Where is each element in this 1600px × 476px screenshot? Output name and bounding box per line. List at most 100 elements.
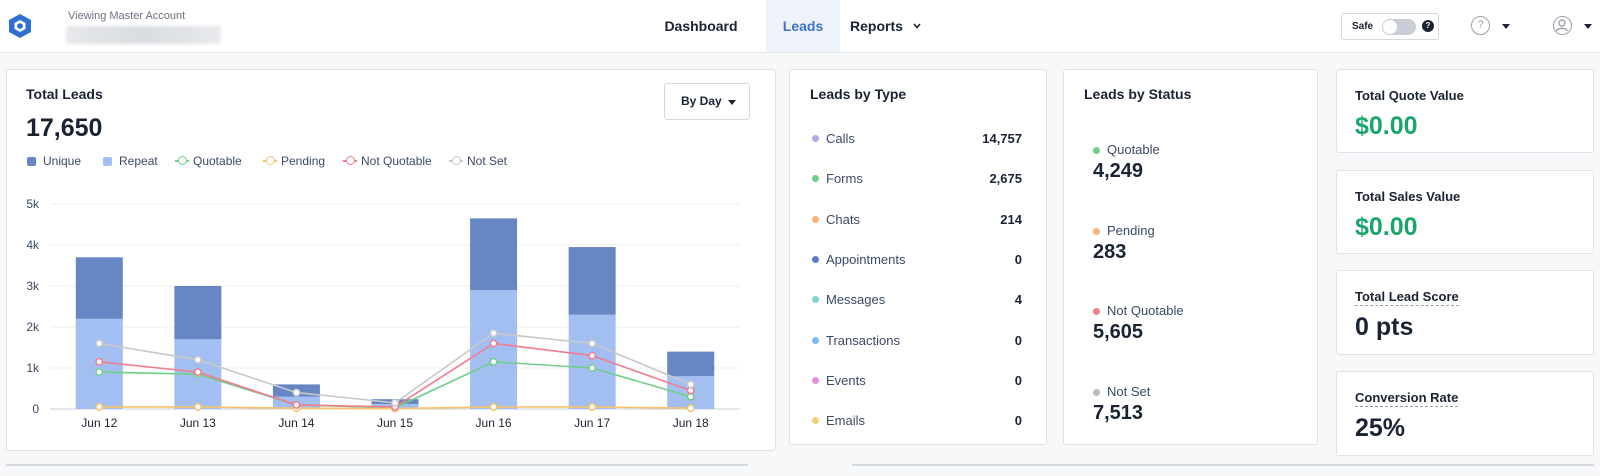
point-quotable [95,368,104,377]
user-menu-caret[interactable] [1584,24,1592,29]
lead-type-label: Appointments [826,251,906,267]
total-quote-value-card: Total Quote Value $0.00 [1336,69,1594,153]
range-select[interactable]: By Day [664,83,750,120]
lead-type-row: Calls 14,757 [808,130,1022,148]
lead-type-dot [812,255,819,263]
help-icon[interactable]: ? [1471,16,1490,35]
total-leads-title: Total Leads [26,86,103,102]
total-sales-value: $0.00 [1355,213,1418,241]
x-tick-label: Jun 13 [180,416,216,430]
lead-status-dot [1093,147,1100,154]
bar-unique [75,257,123,319]
chevron-down-icon [913,23,921,29]
lead-type-label: Chats [826,211,860,227]
lead-type-label: Messages [826,292,886,308]
legend-label: Unique [43,154,82,168]
lead-type-row: Emails 0 [808,412,1022,430]
bar-repeat [470,290,518,409]
total-lead-score-title[interactable]: Total Lead Score [1355,289,1459,306]
bar-unique [174,286,222,340]
lead-type-dot [812,417,819,425]
nav-dashboard[interactable]: Dashboard [664,18,738,34]
point-not-quotable [588,351,597,360]
safe-mode-control: Safe ? [1341,13,1439,40]
lead-type-value: 0 [1014,332,1022,348]
divider [6,464,748,466]
lead-type-row: Events 0 [808,372,1022,390]
legend-label: Pending [281,154,326,168]
top-navigation-bar: Viewing Master Account Dashboard Leads R… [0,0,1600,53]
lead-status-dot [1093,227,1100,235]
point-not-set [686,380,695,389]
leads-by-status-title: Leads by Status [1084,86,1192,102]
legend-label: Not Quotable [361,154,432,168]
y-tick-label: 4k [26,238,40,252]
lead-type-value: 2,675 [989,171,1022,187]
y-tick-label: 0 [32,402,39,416]
lead-status-dot [1093,388,1100,396]
lead-status-label: Quotable [1107,142,1160,157]
lead-type-row: Chats 214 [808,211,1022,229]
conversion-rate-card: Conversion Rate 25% [1336,371,1594,456]
legend-marker [346,156,355,165]
lead-status-label: Not Quotable [1107,303,1184,318]
bar-unique [568,247,616,315]
point-not-set [391,398,399,407]
lead-type-value: 0 [1014,372,1022,388]
x-tick-label: Jun 16 [476,416,512,430]
leads-by-type-card: Leads by Type Calls 14,757 Forms 2,675 Chats… [789,69,1047,445]
total-lead-score-card: Total Lead Score 0 pts [1336,270,1594,355]
legend-marker [266,156,275,165]
chevron-down-icon [728,100,736,105]
point-quotable [489,357,498,366]
point-not-set [95,339,104,348]
point-pending [489,403,498,411]
x-tick-label: Jun 18 [673,416,709,430]
safe-toggle[interactable] [1382,19,1416,35]
lead-type-label: Transactions [826,332,900,348]
lead-type-label: Events [826,372,866,388]
total-sales-value-card: Total Sales Value $0.00 [1336,170,1594,254]
lead-status-value: 5,605 [1093,321,1144,343]
legend-label: Not Set [467,154,508,168]
lead-type-value: 0 [1014,251,1022,267]
lead-type-row: Messages 4 [808,291,1022,309]
divider [852,464,1594,466]
account-label: Viewing Master Account [68,10,186,22]
nav-leads[interactable]: Leads [766,0,840,52]
legend-label: Repeat [119,154,158,168]
help-menu-caret[interactable] [1502,24,1510,29]
lead-status-value: 4,249 [1093,160,1144,182]
point-not-quotable [292,400,301,409]
safe-help-icon[interactable]: ? [1422,20,1434,32]
lead-type-label: Forms [826,171,863,187]
lead-type-label: Calls [826,131,855,146]
point-not-set [588,339,597,348]
lead-status-value: 283 [1093,240,1127,263]
point-not-quotable [489,339,498,348]
x-tick-label: Jun 12 [81,416,117,430]
safe-label: Safe [1352,21,1374,32]
nav-reports[interactable]: Reports [850,0,920,52]
total-leads-card: Total Leads 17,650 By Day Unique Repeat … [6,69,776,451]
total-leads-value: 17,650 [26,114,103,142]
conversion-rate-title[interactable]: Conversion Rate [1355,390,1459,407]
legend-marker [452,156,461,165]
y-tick-label: 5k [26,197,40,211]
point-not-set [292,388,301,397]
range-select-label: By Day [681,94,722,108]
toggle-knob [1383,20,1397,34]
lead-type-value: 214 [1000,211,1022,227]
account-name-redacted[interactable] [66,26,221,44]
lead-status-dot [1093,308,1100,315]
point-not-quotable [95,357,104,366]
logo-icon[interactable] [8,13,32,39]
lead-type-value: 14,757 [982,131,1022,146]
lead-type-dot [812,336,819,344]
legend-marker [178,156,187,165]
point-pending [95,403,104,411]
y-tick-label: 3k [26,279,40,293]
lead-type-row: Transactions 0 [808,332,1022,350]
total-quote-value: $0.00 [1355,112,1418,140]
user-icon[interactable] [1553,16,1572,35]
